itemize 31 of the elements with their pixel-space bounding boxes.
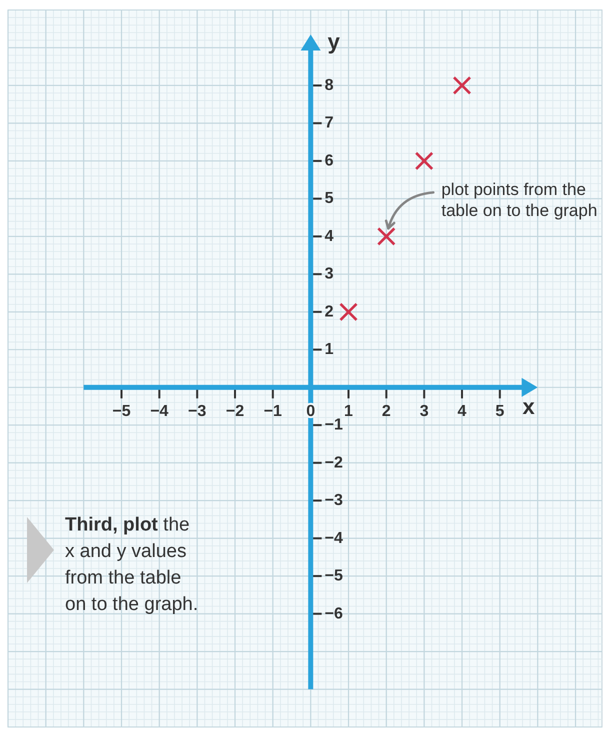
x-axis-title: x xyxy=(522,394,536,419)
point xyxy=(377,227,396,246)
y-tick-label: 3 xyxy=(324,266,334,283)
y-tick-label: 6 xyxy=(324,152,334,170)
y-tick-label: −2 xyxy=(324,454,344,472)
y-tick-label: 1 xyxy=(324,341,334,358)
x-tick-label: −2 xyxy=(226,402,244,420)
y-tick-label: −4 xyxy=(324,530,344,547)
x-tick-label: −5 xyxy=(112,402,131,420)
y-tick-label: 4 xyxy=(324,228,334,245)
point xyxy=(452,76,472,95)
x-tick-label: −3 xyxy=(188,402,206,420)
y-tick-label: 5 xyxy=(324,190,334,208)
y-axis-title: y xyxy=(328,29,341,54)
y-tick-label: −6 xyxy=(324,605,344,622)
y-tick-label: 8 xyxy=(324,76,334,94)
point xyxy=(414,152,434,170)
x-tick-label: 5 xyxy=(495,402,504,420)
y-tick-label: −3 xyxy=(324,492,344,510)
annotation: plot points from the table on to the graph xyxy=(441,180,598,220)
x-tick-label: 2 xyxy=(382,402,391,420)
x-tick-label: −1 xyxy=(264,402,282,420)
y-tick-label: −1 xyxy=(324,416,344,434)
x-tick-label: −4 xyxy=(150,402,169,420)
x-tick-label: 4 xyxy=(458,402,467,420)
y-tick-label: 7 xyxy=(324,114,334,132)
y-tick-label: 2 xyxy=(324,303,334,320)
y-tick-label: −5 xyxy=(324,568,344,585)
text: Third, plot the x and y values from the table on to the graph. xyxy=(65,514,198,615)
x-tick-label: 3 xyxy=(420,402,429,420)
point xyxy=(339,302,358,322)
